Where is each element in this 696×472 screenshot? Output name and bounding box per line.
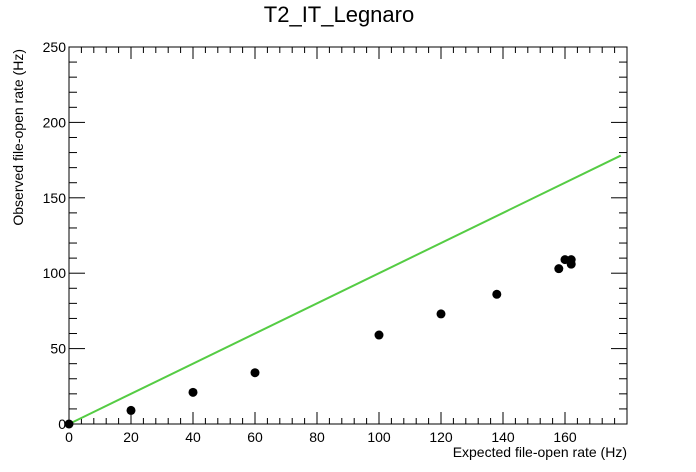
data-point — [374, 330, 384, 340]
data-point — [560, 255, 570, 265]
y-tick-label: 100 — [43, 265, 67, 281]
x-tick-label: 80 — [309, 429, 325, 445]
x-tick-label: 140 — [491, 429, 515, 445]
x-tick-label: 120 — [429, 429, 453, 445]
y-axis: 0 50 100 150 200 250 — [43, 39, 627, 432]
x-axis-title: Expected file-open rate (Hz) — [453, 444, 627, 460]
data-point — [250, 368, 260, 378]
x-tick-label: 20 — [123, 429, 139, 445]
data-point — [566, 259, 576, 269]
axes-frame — [68, 46, 628, 425]
plot-frame — [68, 46, 628, 425]
y-tick-label: 150 — [43, 190, 67, 206]
x-axis: 0 20 40 60 80 100 120 140 160 — [65, 47, 628, 445]
y-tick-label: 0 — [58, 416, 66, 432]
data-point — [492, 289, 502, 299]
x-tick-label: 60 — [247, 429, 263, 445]
reference-line-group — [68, 154, 622, 425]
y-tick-label: 50 — [50, 341, 66, 357]
data-point — [188, 387, 198, 397]
y-tick-label: 250 — [43, 39, 67, 55]
data-point — [64, 419, 74, 429]
y-axis-title: Observed file-open rate (Hz) — [10, 49, 26, 226]
data-point — [554, 264, 564, 274]
chart-title: T2_IT_Legnaro — [264, 2, 414, 27]
data-point — [436, 309, 446, 319]
x-tick-label: 0 — [65, 429, 73, 445]
data-point — [126, 405, 136, 415]
reference-line — [68, 154, 622, 425]
data-points — [64, 255, 576, 429]
y-tick-label: 200 — [43, 114, 67, 130]
x-tick-label: 40 — [185, 429, 201, 445]
x-tick-label: 100 — [367, 429, 391, 445]
x-tick-label: 160 — [553, 429, 577, 445]
